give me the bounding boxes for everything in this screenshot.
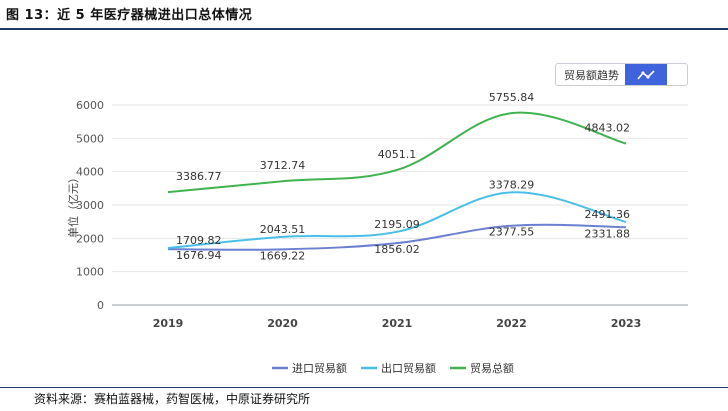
legend-label: 出口贸易额 [381,361,436,375]
series-line-export [167,191,627,250]
data-label: 2195.09 [374,218,420,231]
y-tick-label: 4000 [76,166,104,179]
data-label: 2331.88 [585,227,631,240]
data-label: 2043.51 [260,223,306,236]
x-tick-label: 2022 [496,317,527,330]
x-tick-label: 2019 [153,317,184,330]
x-tick-label: 2020 [267,317,298,330]
data-label: 5755.84 [489,91,535,104]
data-label: 3378.29 [489,178,535,191]
x-tick-label: 2021 [382,317,413,330]
data-label: 3386.77 [176,170,222,183]
grid-layer [112,104,688,273]
data-label: 1676.94 [176,249,222,262]
series-line-import [167,223,627,251]
legend-label: 进口贸易额 [292,362,347,375]
data-label: 1669.22 [260,249,306,262]
title-divider [0,28,728,30]
data-label: 2491.36 [585,208,631,221]
series-line-total [167,111,627,194]
trade-trend-label: 贸易额趋势 [564,68,619,82]
data-label: 2377.55 [489,226,535,239]
data-label-layer: 1676.94 1669.22 1856.02 2377.55 2331.88 1709.… [176,91,630,262]
legend: 进口贸易额 出口贸易额 贸易总额 [272,361,514,375]
data-label: 1709.82 [176,234,222,247]
y-tick-label: 3000 [76,199,104,212]
y-tick-label: 1000 [76,266,104,279]
y-tick-label: 6000 [76,99,104,112]
data-label: 4051.1 [378,148,417,161]
y-tick-label: 2000 [76,232,104,245]
data-label: 1856.02 [374,243,420,256]
source-divider [0,387,728,388]
data-label: 4843.02 [585,122,631,135]
trade-trend-toggle[interactable]: 贸易额趋势 [555,63,688,86]
y-axis-label: 单位（亿元） [66,172,80,238]
axis-layer: 0 1000 2000 3000 4000 5000 6000 2019 2020 2021 202… [66,99,688,330]
y-tick-label: 0 [97,299,104,312]
x-tick-label: 2023 [611,317,642,330]
source-note: 资料来源：赛柏蓝器械，药智医械，中原证券研究所 [34,392,311,406]
y-tick-label: 5000 [76,132,104,145]
data-label: 3712.74 [260,159,306,172]
line-chart-icon[interactable] [625,64,667,85]
legend-label: 贸易总额 [470,361,514,375]
line-layer [167,111,627,251]
figure-title: 图 13：近 5 年医疗器械进出口总体情况 [6,8,253,23]
